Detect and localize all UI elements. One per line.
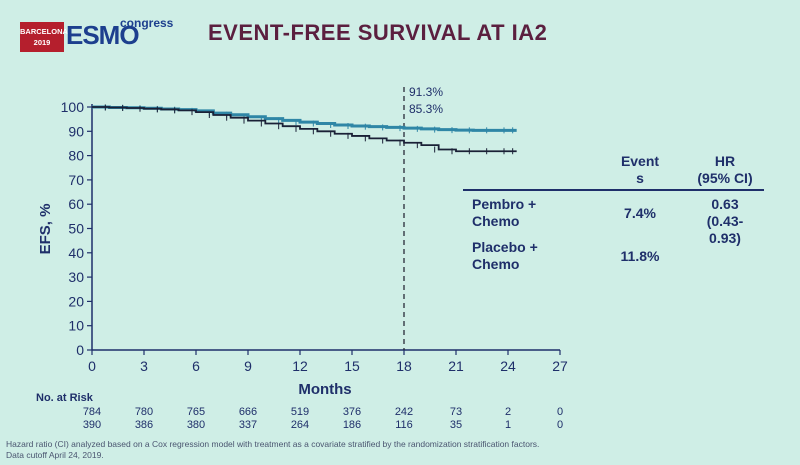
y-tick-label: 80 xyxy=(68,148,84,164)
y-tick-label: 30 xyxy=(68,269,84,285)
series-placebo-chemo xyxy=(92,106,517,153)
table-divider xyxy=(463,189,764,191)
brand-name: ESMO xyxy=(66,20,140,50)
x-tick-label: 9 xyxy=(244,358,252,374)
risk-cell: 765 xyxy=(186,406,206,418)
x-tick-label: 21 xyxy=(448,358,464,374)
badge-city: BARCELONA xyxy=(20,27,68,36)
risk-cell: 376 xyxy=(342,406,362,418)
hr-value: 0.63 (0.43- 0.93) xyxy=(706,196,744,246)
risk-cell: 35 xyxy=(449,419,463,431)
risk-cell: 380 xyxy=(186,419,206,431)
risk-cell: 73 xyxy=(449,406,463,418)
y-tick-label: 100 xyxy=(61,99,85,115)
y-axis-label: EFS, % xyxy=(37,204,54,255)
footnote-line-2: Data cutoff April 24, 2019. xyxy=(6,450,104,460)
page-title: EVENT-FREE SURVIVAL AT IA2 xyxy=(208,20,548,45)
risk-cell: 386 xyxy=(134,419,154,431)
risk-cell: 0 xyxy=(556,406,564,418)
risk-cell: 116 xyxy=(395,419,413,431)
x-tick-label: 12 xyxy=(292,358,308,374)
risk-cell: 337 xyxy=(238,419,258,431)
events-pembro: 7.4% xyxy=(624,205,656,221)
risk-cell: 780 xyxy=(134,406,154,418)
y-tick-label: 60 xyxy=(68,196,84,212)
x-tick-label: 24 xyxy=(500,358,516,374)
risk-cell: 242 xyxy=(394,406,414,418)
chart-series xyxy=(92,104,517,155)
x-tick-label: 3 xyxy=(140,358,148,374)
risk-cell: 186 xyxy=(342,419,362,431)
x-tick-label: 0 xyxy=(88,358,96,374)
hr-header: HR (95% CI) xyxy=(697,153,753,186)
x-tick-label: 18 xyxy=(396,358,412,374)
y-tick-label: 10 xyxy=(68,318,84,334)
events-placebo: 11.8% xyxy=(620,248,660,264)
events-header: Event s xyxy=(620,153,660,186)
km-chart: 0 10 20 30 40 50 60 70 80 90 100 0 3 6 9 12 15 18 21 24 27 91… xyxy=(37,85,568,398)
y-tick-label: 0 xyxy=(76,342,84,358)
badge-year: 2019 xyxy=(33,38,51,47)
x-tick-label: 15 xyxy=(344,358,360,374)
arm-placebo: Placebo + Chemo xyxy=(472,239,538,272)
arm-pembro: Pembro + Chemo xyxy=(472,196,537,229)
annotation-label: 85.3% xyxy=(409,102,443,116)
x-axis-label: Months xyxy=(298,381,351,398)
annotation-label: 91.3% xyxy=(409,85,443,99)
y-tick-label: 50 xyxy=(68,221,84,237)
risk-cell: 519 xyxy=(290,406,310,418)
footnote: Hazard ratio (CI) analyzed based on a Co… xyxy=(6,439,786,461)
congress-badge: BARCELONA 2019 xyxy=(20,22,68,52)
y-tick-label: 90 xyxy=(68,123,84,139)
footnote-line-1: Hazard ratio (CI) analyzed based on a Co… xyxy=(6,439,540,449)
series-pembro-chemo xyxy=(92,105,517,132)
risk-cell: 2 xyxy=(504,406,512,418)
risk-cell: 1 xyxy=(504,419,512,431)
x-tick-label: 27 xyxy=(552,358,568,374)
risk-table-label: No. at Risk xyxy=(36,392,93,404)
y-tick-label: 20 xyxy=(68,293,84,309)
y-tick-label: 70 xyxy=(68,172,84,188)
risk-cell: 264 xyxy=(290,419,310,431)
risk-cell: 390 xyxy=(82,419,102,431)
x-tick-label: 6 xyxy=(192,358,200,374)
chart-axes: 0 10 20 30 40 50 60 70 80 90 100 0 3 6 9 12 15 18 21 24 27 91… xyxy=(61,85,568,374)
y-tick-label: 40 xyxy=(68,245,84,261)
risk-cell: 784 xyxy=(82,406,102,418)
brand-suffix: congress xyxy=(120,16,174,30)
risk-cell: 666 xyxy=(238,406,258,418)
risk-cell: 0 xyxy=(556,419,564,431)
